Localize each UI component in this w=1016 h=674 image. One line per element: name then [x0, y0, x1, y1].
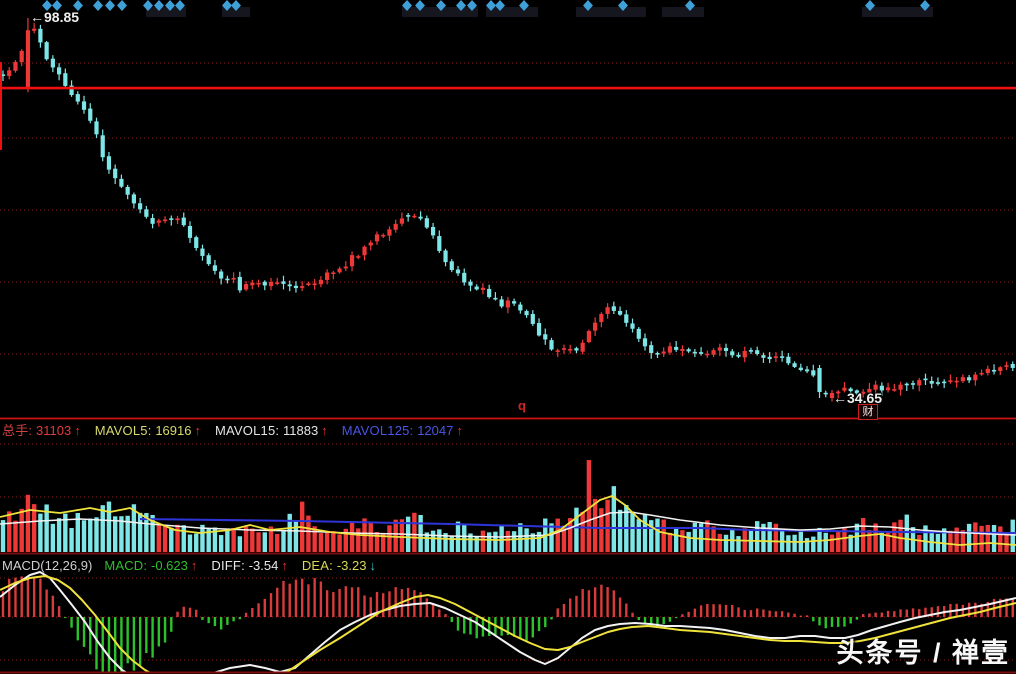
event-diamond-icon[interactable] — [920, 0, 930, 11]
price-low-annotation: ←34.65 — [833, 390, 883, 406]
event-diamond-icon[interactable] — [143, 0, 153, 11]
indicator-item[interactable]: MAVOL5: 16916 ↑ — [95, 423, 201, 438]
arrow-up-icon: ↑ — [190, 558, 198, 573]
event-diamond-icon[interactable] — [402, 0, 412, 11]
indicator-value: 11883 — [283, 423, 319, 438]
indicator-value: 16916 — [155, 423, 192, 438]
dim-event-text — [146, 7, 933, 17]
arrow-up-icon: ↑ — [74, 423, 81, 438]
event-diamond-icon[interactable] — [618, 0, 628, 11]
price-high-annotation: ←98.85 — [30, 9, 80, 25]
volume-indicator-header: 总手: 31103 ↑ MAVOL5: 16916 ↑ MAVOL15: 11883 ↑ M… — [2, 420, 477, 441]
indicator-value: -0.623 — [151, 558, 188, 573]
macd-params-title[interactable]: MACD(12,26,9) — [2, 558, 93, 573]
indicator-item[interactable]: MAVOL15: 11883 ↑ — [215, 423, 328, 438]
arrow-up-icon: ↑ — [456, 423, 463, 438]
arrow-up-icon: ↑ — [321, 423, 328, 438]
event-diamond-icon[interactable] — [52, 0, 62, 11]
indicator-label: 总手: — [2, 423, 37, 438]
indicator-label: MAVOL125: — [341, 423, 418, 438]
indicator-item[interactable]: 总手: 31103 ↑ — [2, 423, 81, 438]
volume-bars — [0, 460, 1015, 552]
candlesticks — [0, 18, 1015, 402]
indicator-value: 31103 — [36, 423, 72, 438]
event-diamond-icon[interactable] — [73, 0, 83, 11]
event-diamond-icon[interactable] — [175, 0, 185, 11]
volume-ma-lines — [0, 495, 1016, 546]
grid-lines — [0, 62, 1016, 661]
event-diamond-icon[interactable] — [42, 0, 52, 11]
event-diamond-icon[interactable] — [117, 0, 127, 11]
indicator-item[interactable]: MAVOL125: 12047 ↑ — [342, 423, 463, 438]
event-diamond-icon[interactable] — [486, 0, 496, 11]
event-diamond-icon[interactable] — [583, 0, 593, 11]
indicator-value: 12047 — [417, 423, 454, 438]
reference-lines — [0, 62, 1016, 150]
indicator-item[interactable]: DEA: -3.23 ↓ — [302, 558, 376, 573]
macd-indicator-header: MACD(12,26,9) MACD: -0.623 ↑ DIFF: -3.54 ↑ DE… — [2, 555, 390, 576]
event-diamond-icon[interactable] — [436, 0, 446, 11]
arrow-up-icon: ↑ — [281, 558, 288, 573]
watermark: 头条号 / 禅壹 — [836, 638, 1010, 668]
indicator-label: MAVOL5: — [94, 423, 156, 438]
event-diamond-icon[interactable] — [519, 0, 529, 11]
indicator-item[interactable]: MACD: -0.623 ↑ — [104, 558, 197, 573]
event-diamond-icon[interactable] — [415, 0, 425, 11]
indicator-label: DEA: — [301, 558, 337, 573]
event-diamond-icon[interactable] — [495, 0, 505, 11]
event-diamond-icon[interactable] — [154, 0, 164, 11]
earnings-event-marker[interactable]: 财 — [858, 404, 878, 420]
indicator-label: MACD: — [104, 558, 152, 573]
indicator-value: -3.23 — [336, 558, 367, 573]
macd-lines — [0, 571, 1016, 672]
arrow-down-icon: ↓ — [369, 558, 376, 573]
event-diamond-icon[interactable] — [165, 0, 175, 11]
event-diamond-icon[interactable] — [93, 0, 103, 11]
event-diamond-icon[interactable] — [231, 0, 241, 11]
event-diamond-markers — [42, 0, 930, 11]
indicator-label: MAVOL15: — [214, 423, 284, 438]
event-diamond-icon[interactable] — [685, 0, 695, 11]
ex-rights-event-marker[interactable]: q — [518, 398, 526, 413]
panel-separators — [0, 417, 1016, 674]
event-diamond-icon[interactable] — [865, 0, 875, 11]
arrow-up-icon: ↑ — [194, 423, 201, 438]
indicator-value: -3.54 — [248, 558, 279, 573]
event-diamond-icon[interactable] — [456, 0, 466, 11]
indicator-item[interactable]: DIFF: -3.54 ↑ — [211, 558, 287, 573]
indicator-label: DIFF: — [211, 558, 249, 573]
event-diamond-icon[interactable] — [467, 0, 477, 11]
event-diamond-icon[interactable] — [105, 0, 115, 11]
event-diamond-icon[interactable] — [222, 0, 232, 11]
